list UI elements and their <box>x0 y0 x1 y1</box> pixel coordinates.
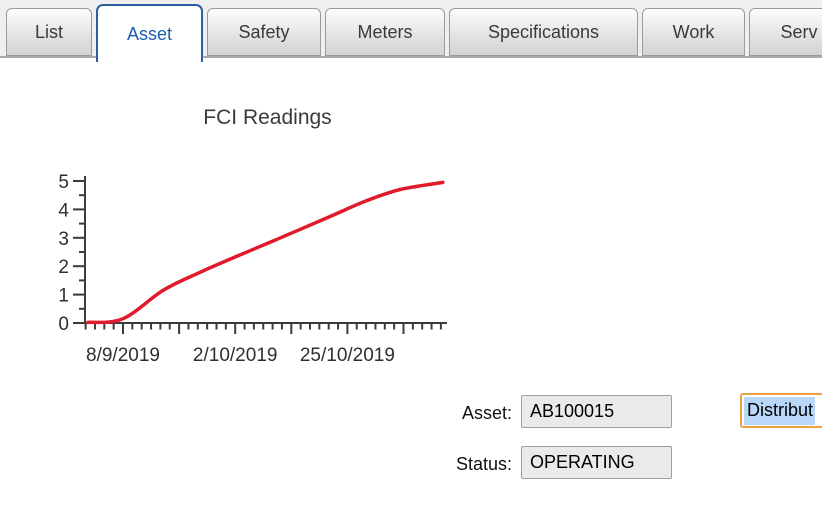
y-tick-label: 2 <box>58 257 69 278</box>
tab-list[interactable]: List <box>6 8 92 56</box>
tab-meters[interactable]: Meters <box>325 8 445 56</box>
asset-label: Asset: <box>461 403 512 423</box>
tab-bar: List Asset Safety Meters Specifications Work S… <box>0 0 822 62</box>
tab-serv[interactable]: Serv <box>749 8 822 56</box>
tab-safety[interactable]: Safety <box>207 8 321 56</box>
classification-input[interactable]: Distribut <box>740 393 822 428</box>
status-label: Status: <box>455 454 512 474</box>
fci-readings-chart: 0 1 2 3 4 5 8/9/2019 2/10/2019 25/10/2019 <box>58 172 447 366</box>
tab-specifications[interactable]: Specifications <box>449 8 638 56</box>
status-input[interactable] <box>521 446 672 479</box>
x-tick-label: 25/10/2019 <box>300 345 395 366</box>
y-tick-label: 0 <box>58 314 69 335</box>
y-tick-label: 3 <box>58 229 69 250</box>
y-tick-label: 5 <box>58 172 69 193</box>
classification-selected-text: Distribut <box>744 396 816 425</box>
fci-curve <box>86 180 445 325</box>
asset-input[interactable] <box>521 395 672 428</box>
y-tick-label: 1 <box>58 286 69 307</box>
tab-work[interactable]: Work <box>642 8 745 56</box>
x-tick-label: 2/10/2019 <box>193 345 278 366</box>
tab-asset[interactable]: Asset <box>96 4 203 62</box>
x-tick-label: 8/9/2019 <box>86 345 160 366</box>
y-tick-label: 4 <box>58 200 69 221</box>
chart-title: FCI Readings <box>203 106 332 129</box>
